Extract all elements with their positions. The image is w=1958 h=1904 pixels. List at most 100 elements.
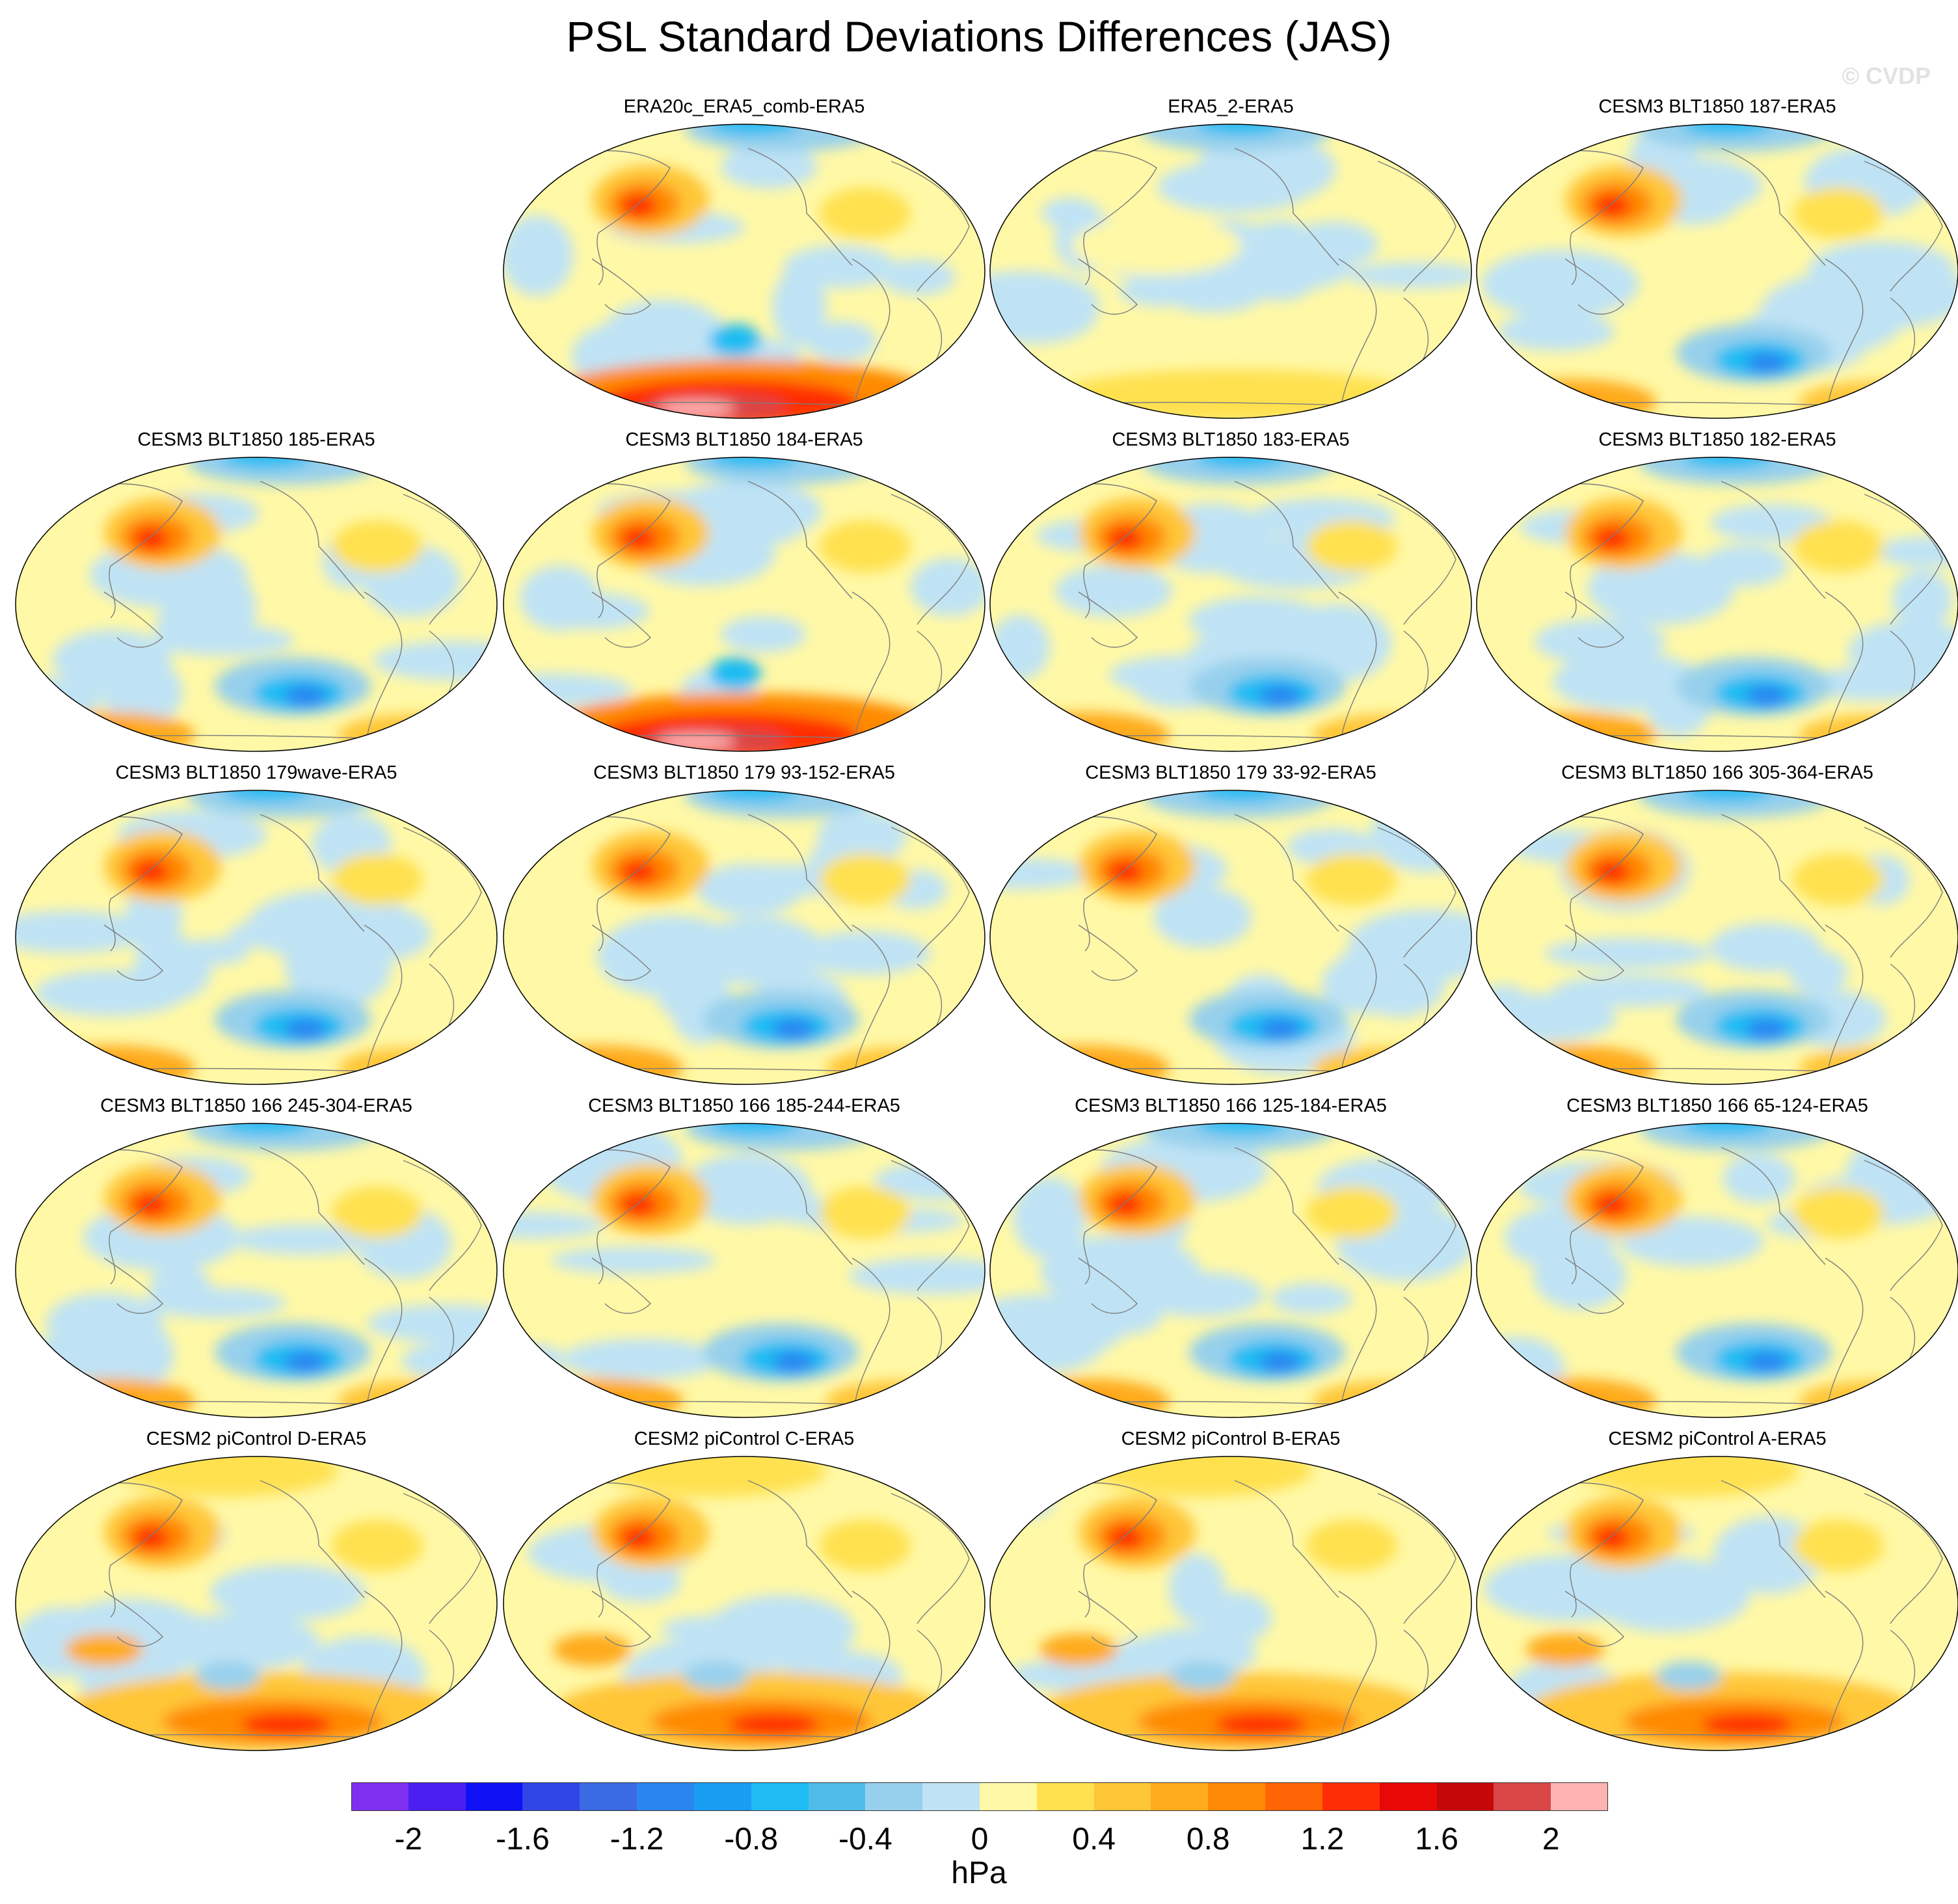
psl-field (503, 457, 985, 751)
anomaly-patch (783, 245, 897, 288)
atlantic-anomaly (332, 853, 423, 905)
anomaly-patch (799, 931, 931, 975)
anomaly-patch (695, 917, 824, 986)
robinson-map (989, 1456, 1472, 1751)
coastline (1338, 1590, 1377, 1735)
robinson-map (989, 457, 1472, 752)
coastline (1825, 258, 1864, 403)
pacific-anomaly (133, 1526, 169, 1549)
coastline (1234, 1147, 1339, 1265)
pacific-anomaly (621, 860, 657, 883)
atlantic-anomaly (332, 1187, 423, 1239)
southern-anomaly (241, 1713, 332, 1736)
coastline (364, 924, 403, 1069)
page-title: PSL Standard Deviations Differences (JAS… (566, 12, 1392, 60)
atlantic-anomaly (1793, 520, 1884, 572)
pacific-anomaly (133, 860, 169, 883)
map-border (989, 1456, 1472, 1751)
southern-anomaly (709, 657, 761, 690)
coastline (1564, 924, 1624, 981)
colorbar-swatch (751, 1782, 809, 1811)
southern-anomaly (553, 1633, 631, 1666)
anomaly-patch (1119, 278, 1209, 306)
anomaly-patch (910, 557, 985, 617)
coastline (747, 481, 853, 599)
panel-title: CESM3 BLT1850 184-ERA5 (625, 429, 863, 450)
map-border (1476, 1456, 1958, 1751)
arctic-anomaly (221, 790, 312, 801)
psl-field (16, 1456, 497, 1750)
panel-title: CESM3 BLT1850 166 185-244-ERA5 (588, 1095, 900, 1116)
anomaly-patch (1723, 1153, 1795, 1203)
coastline (1338, 591, 1377, 736)
anomaly-patch (849, 1257, 985, 1294)
panel-title: CESM3 BLT1850 166 305-364-ERA5 (1561, 762, 1873, 783)
southern-anomaly (546, 1064, 624, 1084)
pacific-anomaly (1594, 194, 1630, 217)
map-panel: CESM3 BLT1850 182-ERA5 (1474, 429, 1958, 762)
coastline (1721, 148, 1826, 266)
colorbar-swatch (1551, 1782, 1609, 1811)
colorbar-tick-label: -1.2 (610, 1822, 664, 1857)
pacific-anomaly (1594, 860, 1630, 883)
panel-title: CESM3 BLT1850 179 33-92-ERA5 (1085, 762, 1376, 783)
map-border (989, 124, 1472, 419)
atlantic-anomaly (820, 520, 911, 572)
coastline (1078, 924, 1138, 981)
coastline (747, 814, 853, 932)
robinson-map (15, 790, 498, 1085)
coastline (1564, 258, 1624, 315)
colorbar-swatch (1436, 1782, 1494, 1811)
atlantic-anomaly (1306, 1187, 1397, 1239)
map-panel: CESM2 piControl C-ERA5 (501, 1428, 987, 1762)
coastline (1078, 258, 1138, 315)
colorbar-swatch (408, 1782, 466, 1811)
robinson-map (503, 1123, 986, 1418)
southern-anomaly (285, 1352, 327, 1373)
map-panel: CESM3 BLT1850 187-ERA5 (1474, 96, 1958, 429)
coastline (1338, 258, 1377, 403)
colorbar-tick-label: 0.4 (1072, 1822, 1116, 1857)
anomaly-patch (1134, 1627, 1257, 1678)
map-border (989, 1123, 1472, 1418)
colorbar-swatch (351, 1782, 409, 1811)
coastline (1078, 591, 1138, 648)
map-panel: CESM3 BLT1850 179wave-ERA5 (13, 762, 500, 1095)
coastline (891, 827, 970, 958)
southern-anomaly (657, 401, 735, 416)
anomaly-patch (1481, 249, 1639, 319)
coastline (1377, 494, 1456, 625)
map-panel: CESM3 BLT1850 185-ERA5 (13, 429, 500, 762)
coastline (260, 481, 365, 599)
anomaly-patch (503, 1211, 604, 1239)
anomaly-patch (1352, 943, 1446, 1017)
coastline (891, 1160, 970, 1291)
colorbar-swatch (1322, 1782, 1380, 1811)
coastline (103, 924, 163, 981)
atlantic-anomaly (820, 1520, 911, 1572)
atlantic-anomaly (820, 1187, 911, 1239)
pacific-anomaly (1107, 860, 1144, 883)
panel-title: CESM2 piControl B-ERA5 (1121, 1428, 1341, 1449)
colorbar-swatch (865, 1782, 923, 1811)
anomaly-patch (1724, 1518, 1797, 1589)
anomaly-patch (1041, 197, 1100, 228)
southern-anomaly (709, 324, 761, 356)
pacific-anomaly (621, 527, 657, 550)
anomaly-patch (540, 593, 650, 630)
atlantic-anomaly (1306, 1520, 1397, 1572)
colorbar-swatch (693, 1782, 752, 1811)
coastline (1338, 1257, 1377, 1402)
psl-field (503, 124, 985, 418)
map-panel: CESM3 BLT1850 166 65-124-ERA5 (1474, 1095, 1958, 1428)
anomaly-patch (1096, 1291, 1163, 1334)
map-panel: CESM3 BLT1850 179 93-152-ERA5 (501, 762, 987, 1095)
psl-field (503, 790, 985, 1084)
anomaly-patch (155, 599, 219, 652)
southern-anomaly (1039, 1633, 1118, 1666)
atlantic-anomaly (820, 187, 911, 239)
coastline (1864, 161, 1943, 292)
map-border (15, 1456, 498, 1751)
map-border (15, 457, 498, 752)
anomaly-patch (1270, 1283, 1352, 1315)
